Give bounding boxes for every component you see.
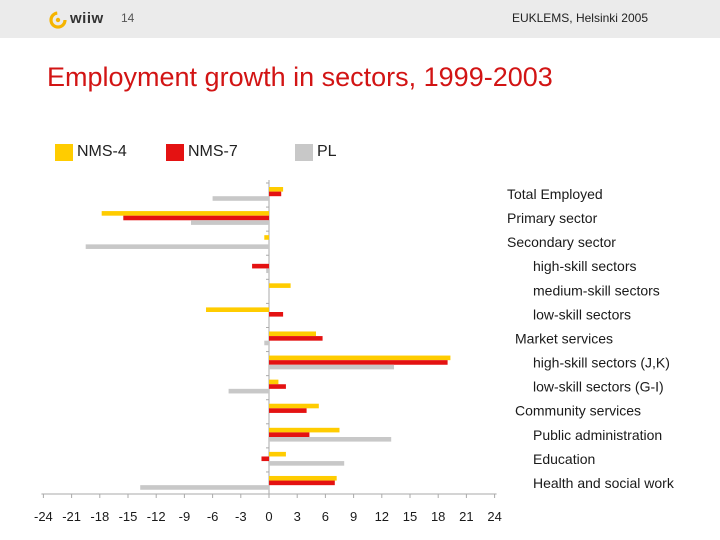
bar-nms7-health-and-social-work <box>269 480 335 486</box>
x-tick-label: 3 <box>294 509 301 524</box>
category-label-public-administration: Public administration <box>533 427 662 443</box>
legend-label-pl: PL <box>317 143 337 160</box>
bar-nms4-total-employed <box>269 187 284 192</box>
bar-nms4-high-skill-sectors-j-k <box>269 355 451 361</box>
bar-nms4-education <box>269 451 286 457</box>
event-label: EUKLEMS, Helsinki 2005 <box>511 11 648 25</box>
bar-nms4-low-skill-sectors-g-i <box>269 379 279 385</box>
x-tick-label: -12 <box>147 509 166 524</box>
bar-pl-low-skill-sectors-g-i <box>228 388 269 394</box>
bar-nms7-low-skill-sectors-g-i <box>269 384 286 389</box>
category-label-health-and-social-work: Health and social work <box>533 475 675 491</box>
logo-text: wiiw <box>70 10 104 27</box>
bar-nms4-medium-skill-sectors <box>269 283 291 288</box>
x-tick-label: -18 <box>90 509 109 524</box>
x-tick-label: -24 <box>34 509 53 524</box>
bar-nms4-market-services <box>269 331 316 337</box>
bar-nms7-primary-sector <box>123 215 269 221</box>
bar-pl-total-employed <box>212 196 269 201</box>
x-tick-label: 18 <box>431 509 445 524</box>
x-tick-label: 6 <box>322 509 329 524</box>
bar-nms4-low-skill-sectors <box>206 307 269 312</box>
category-label-secondary-sector: Secondary sector <box>507 234 616 250</box>
bar-nms7-total-employed <box>269 191 282 197</box>
x-tick-label: -9 <box>179 509 191 524</box>
bar-nms4-secondary-sector <box>264 235 269 240</box>
bar-pl-market-services <box>264 340 269 346</box>
legend-swatch-nms4 <box>55 144 73 161</box>
slide-header: wiiw 14 EUKLEMS, Helsinki 2005 <box>0 0 720 38</box>
category-label-total-employed: Total Employed <box>507 186 603 202</box>
legend-swatch-nms7 <box>166 144 184 161</box>
category-label-market-services: Market services <box>515 330 613 346</box>
x-tick-label: 9 <box>350 509 357 524</box>
bar-pl-secondary-sector <box>85 244 269 249</box>
bar-pl-education <box>269 461 345 466</box>
bar-pl-high-skill-sectors <box>266 268 269 274</box>
category-label-education: Education <box>533 451 595 467</box>
category-label-low-skill-sectors: low-skill sectors <box>533 306 631 322</box>
category-label-high-skill-sectors-j-k: high-skill sectors (J,K) <box>533 355 670 371</box>
logo-swirl-icon <box>49 11 67 29</box>
legend-label-nms7: NMS-7 <box>188 143 238 160</box>
bar-nms7-market-services <box>269 336 323 341</box>
wiiw-logo: wiiw <box>48 9 128 31</box>
x-tick-label: 15 <box>403 509 417 524</box>
bar-nms4-community-services <box>269 403 319 409</box>
x-tick-label: -15 <box>119 509 138 524</box>
page-number: 14 <box>121 11 135 25</box>
bar-nms4-health-and-social-work <box>269 475 337 481</box>
x-tick-label: -21 <box>62 509 81 524</box>
bar-pl-public-administration <box>269 437 392 442</box>
bar-nms4-primary-sector <box>101 211 270 216</box>
bar-pl-high-skill-sectors-j-k <box>269 364 395 370</box>
category-label-high-skill-sectors: high-skill sectors <box>533 258 636 274</box>
x-tick-label: 0 <box>265 509 272 524</box>
chart-title: Employment growth in sectors, 1999-2003 <box>47 62 553 92</box>
x-tick-label: 24 <box>487 509 501 524</box>
x-tick-label: 12 <box>375 509 389 524</box>
category-label-primary-sector: Primary sector <box>507 210 598 226</box>
bar-pl-primary-sector <box>190 220 269 225</box>
x-tick-label: 21 <box>459 509 473 524</box>
x-tick-label: -6 <box>207 509 219 524</box>
category-label-medium-skill-sectors: medium-skill sectors <box>533 282 660 298</box>
bar-nms7-community-services <box>269 408 307 413</box>
bar-nms7-high-skill-sectors <box>252 263 269 269</box>
bar-nms4-public-administration <box>269 427 340 433</box>
bar-nms7-high-skill-sectors-j-k <box>269 360 448 365</box>
legend-label-nms4: NMS-4 <box>77 143 127 160</box>
category-label-community-services: Community services <box>515 403 641 419</box>
x-tick-label: -3 <box>235 509 247 524</box>
legend-swatch-pl <box>295 144 313 161</box>
category-label-low-skill-sectors-g-i: low-skill sectors (G-I) <box>533 379 664 395</box>
bar-pl-health-and-social-work <box>140 485 269 490</box>
bar-nms7-low-skill-sectors <box>269 312 284 317</box>
bar-nms7-education <box>261 456 269 462</box>
bar-nms7-public-administration <box>269 432 310 437</box>
